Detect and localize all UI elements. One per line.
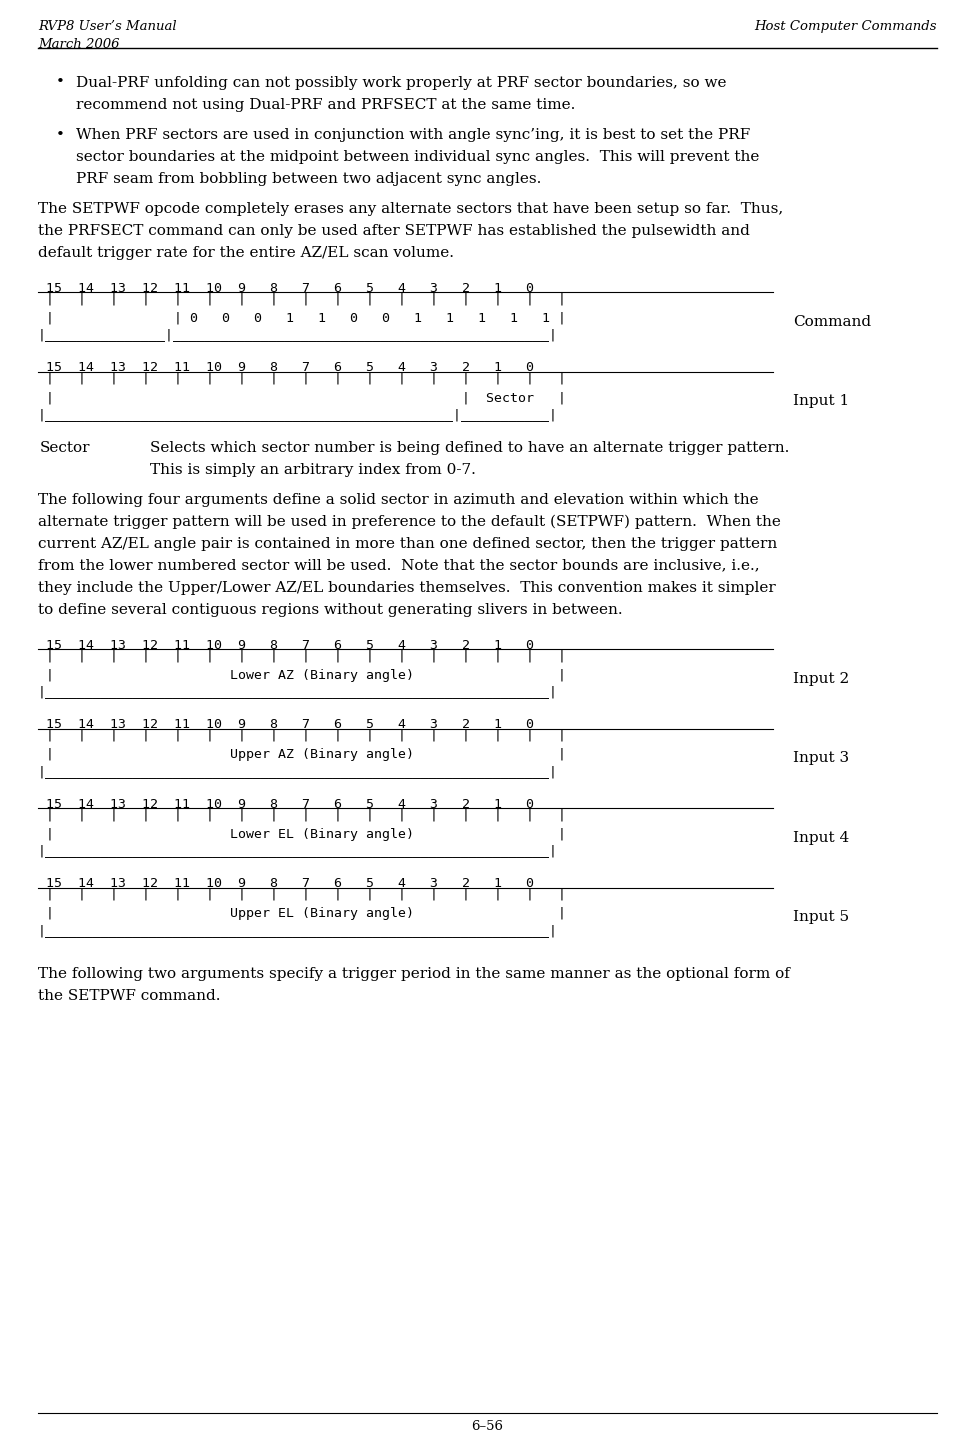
Text: |                      Lower AZ (Binary angle)                  |: | Lower AZ (Binary angle) | (38, 669, 566, 682)
Text: Input 2: Input 2 (793, 672, 849, 685)
Text: RVP8 User’s Manual: RVP8 User’s Manual (38, 20, 176, 33)
Text: |   |   |   |   |   |   |   |   |   |   |   |   |   |   |   |   |: | | | | | | | | | | | | | | | | | (38, 888, 566, 901)
Text: When PRF sectors are used in conjunction with angle sync’ing, it is best to set : When PRF sectors are used in conjunction… (76, 128, 750, 141)
Text: Input 5: Input 5 (793, 911, 849, 924)
Text: |_______________|_______________________________________________|: |_______________|_______________________… (38, 329, 558, 342)
Text: 15  14  13  12  11  10  9   8   7   6   5   4   3   2   1   0: 15 14 13 12 11 10 9 8 7 6 5 4 3 2 1 0 (38, 797, 534, 810)
Text: |   |   |   |   |   |   |   |   |   |   |   |   |   |   |   |   |: | | | | | | | | | | | | | | | | | (38, 729, 566, 742)
Text: •: • (56, 76, 65, 90)
Text: |   |   |   |   |   |   |   |   |   |   |   |   |   |   |   |   |: | | | | | | | | | | | | | | | | | (38, 649, 566, 662)
Text: sector boundaries at the midpoint between individual sync angles.  This will pre: sector boundaries at the midpoint betwee… (76, 150, 760, 163)
Text: 15  14  13  12  11  10  9   8   7   6   5   4   3   2   1   0: 15 14 13 12 11 10 9 8 7 6 5 4 3 2 1 0 (38, 639, 534, 652)
Text: to define several contiguous regions without generating slivers in between.: to define several contiguous regions wit… (38, 602, 623, 617)
Text: |                      Lower EL (Binary angle)                  |: | Lower EL (Binary angle) | (38, 828, 566, 841)
Text: the PRFSECT command can only be used after SETPWF has established the pulsewidth: the PRFSECT command can only be used aft… (38, 224, 750, 237)
Text: |   |   |   |   |   |   |   |   |   |   |   |   |   |   |   |   |: | | | | | | | | | | | | | | | | | (38, 292, 566, 306)
Text: Input 3: Input 3 (793, 751, 849, 765)
Text: they include the Upper/Lower AZ/EL boundaries themselves.  This convention makes: they include the Upper/Lower AZ/EL bound… (38, 581, 776, 595)
Text: The following four arguments define a solid sector in azimuth and elevation with: The following four arguments define a so… (38, 493, 759, 506)
Text: default trigger rate for the entire AZ/EL scan volume.: default trigger rate for the entire AZ/E… (38, 246, 454, 259)
Text: 15  14  13  12  11  10  9   8   7   6   5   4   3   2   1   0: 15 14 13 12 11 10 9 8 7 6 5 4 3 2 1 0 (38, 361, 534, 374)
Text: Dual-PRF unfolding can not possibly work properly at PRF sector boundaries, so w: Dual-PRF unfolding can not possibly work… (76, 76, 726, 90)
Text: |                      Upper AZ (Binary angle)                  |: | Upper AZ (Binary angle) | (38, 748, 566, 761)
Text: The following two arguments specify a trigger period in the same manner as the o: The following two arguments specify a tr… (38, 966, 790, 981)
Text: 15  14  13  12  11  10  9   8   7   6   5   4   3   2   1   0: 15 14 13 12 11 10 9 8 7 6 5 4 3 2 1 0 (38, 877, 534, 890)
Text: |_______________________________________________________________|: |_______________________________________… (38, 765, 558, 778)
Text: Host Computer Commands: Host Computer Commands (755, 20, 937, 33)
Text: |                                                   |  Sector   |: | | Sector | (38, 391, 566, 404)
Text: March 2006: March 2006 (38, 38, 120, 51)
Text: from the lower numbered sector will be used.  Note that the sector bounds are in: from the lower numbered sector will be u… (38, 559, 760, 573)
Text: Command: Command (793, 314, 871, 329)
Text: 15  14  13  12  11  10  9   8   7   6   5   4   3   2   1   0: 15 14 13 12 11 10 9 8 7 6 5 4 3 2 1 0 (38, 281, 534, 294)
Text: PRF seam from bobbling between two adjacent sync angles.: PRF seam from bobbling between two adjac… (76, 172, 541, 185)
Text: |_______________________________________________________________|: |_______________________________________… (38, 844, 558, 857)
Text: the SETPWF command.: the SETPWF command. (38, 988, 220, 1002)
Text: This is simply an arbitrary index from 0-7.: This is simply an arbitrary index from 0… (150, 463, 476, 477)
Text: Sector: Sector (40, 441, 91, 454)
Text: alternate trigger pattern will be used in preference to the default (SETPWF) pat: alternate trigger pattern will be used i… (38, 515, 781, 530)
Text: |               | 0   0   0   1   1   0   0   1   1   1   1   1 |: | | 0 0 0 1 1 0 0 1 1 1 1 1 | (38, 311, 566, 324)
Text: |                      Upper EL (Binary angle)                  |: | Upper EL (Binary angle) | (38, 908, 566, 921)
Text: recommend not using Dual-PRF and PRFSECT at the same time.: recommend not using Dual-PRF and PRFSECT… (76, 97, 575, 112)
Text: Selects which sector number is being defined to have an alternate trigger patter: Selects which sector number is being def… (150, 441, 790, 454)
Text: |___________________________________________________|___________|: |_______________________________________… (38, 407, 558, 420)
Text: current AZ/EL angle pair is contained in more than one defined sector, then the : current AZ/EL angle pair is contained in… (38, 537, 777, 550)
Text: The SETPWF opcode completely erases any alternate sectors that have been setup s: The SETPWF opcode completely erases any … (38, 201, 783, 215)
Text: |_______________________________________________________________|: |_______________________________________… (38, 685, 558, 698)
Text: •: • (56, 128, 65, 141)
Text: |   |   |   |   |   |   |   |   |   |   |   |   |   |   |   |   |: | | | | | | | | | | | | | | | | | (38, 809, 566, 821)
Text: 6–56: 6–56 (472, 1420, 503, 1433)
Text: Input 1: Input 1 (793, 394, 849, 409)
Text: |_______________________________________________________________|: |_______________________________________… (38, 924, 558, 937)
Text: |   |   |   |   |   |   |   |   |   |   |   |   |   |   |   |   |: | | | | | | | | | | | | | | | | | (38, 371, 566, 384)
Text: Input 4: Input 4 (793, 831, 849, 845)
Text: 15  14  13  12  11  10  9   8   7   6   5   4   3   2   1   0: 15 14 13 12 11 10 9 8 7 6 5 4 3 2 1 0 (38, 719, 534, 730)
